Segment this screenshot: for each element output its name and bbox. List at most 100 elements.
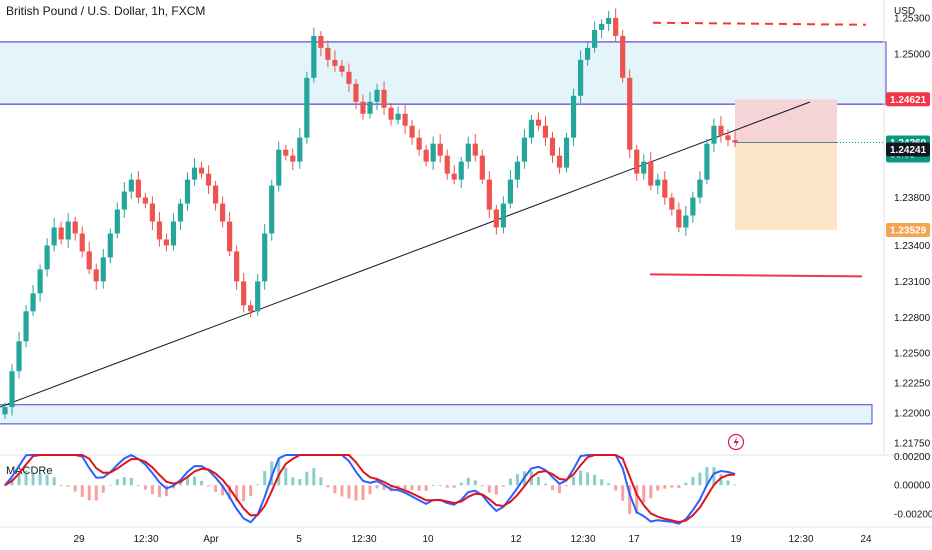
candle-body	[648, 161, 654, 186]
candle-body	[500, 203, 506, 228]
candlestick-series	[2, 8, 738, 420]
histogram-bar	[621, 485, 625, 501]
candle-body	[58, 227, 64, 240]
candle-body	[212, 185, 219, 204]
candle-body	[620, 35, 626, 78]
candle-body	[255, 281, 261, 312]
candle-body	[655, 179, 661, 186]
candle-body	[613, 17, 619, 36]
histogram-bar	[94, 485, 98, 501]
candle-body	[353, 83, 359, 102]
histogram-bar	[347, 485, 351, 499]
candle-body	[704, 143, 710, 180]
stop-price-label: 1.24621	[890, 95, 927, 106]
histogram-bar	[543, 483, 547, 486]
indicator-axis-ticks: 0.00200 0.00000 -0.00200	[894, 452, 932, 521]
candle-body	[149, 203, 156, 222]
time-tick-label: 12:30	[351, 534, 376, 545]
histogram-bar	[368, 485, 372, 495]
candle-body	[9, 371, 15, 408]
histogram-bar	[410, 485, 414, 491]
histogram-bar	[52, 477, 56, 486]
candle-body	[177, 203, 184, 222]
histogram-bar	[600, 479, 604, 486]
histogram-bar	[143, 485, 147, 490]
candle-body	[528, 119, 535, 138]
histogram-bar	[649, 485, 653, 499]
candle-body	[37, 269, 43, 294]
histogram-bar	[73, 485, 77, 492]
candle-body	[304, 77, 310, 138]
candle-body	[584, 47, 591, 60]
candle-body	[93, 269, 99, 282]
histogram-bar	[31, 471, 35, 486]
candle-body	[444, 155, 450, 174]
time-axis[interactable]: 29 12:30 Apr 5 12:30 10 12 12:30 17 19 12:30 24	[73, 534, 872, 545]
histogram-bar	[319, 477, 323, 486]
histogram-bar	[635, 485, 639, 514]
lightning-icon[interactable]	[727, 433, 745, 451]
histogram-bar	[551, 485, 554, 491]
time-tick-label: 12:30	[133, 534, 158, 545]
candle-body	[72, 221, 78, 234]
time-tick-label: Apr	[203, 534, 219, 545]
candle-body	[388, 107, 394, 120]
histogram-bar	[677, 485, 681, 488]
histogram-bar	[270, 461, 274, 486]
candle-body	[676, 209, 682, 228]
candle-body	[248, 305, 254, 312]
candle-body	[339, 65, 345, 72]
candle-body	[269, 185, 275, 234]
histogram-bar	[333, 485, 337, 494]
histogram-bar	[45, 474, 49, 486]
time-tick-label: 24	[860, 534, 872, 545]
candle-body	[381, 89, 387, 108]
time-tick-label: 29	[73, 534, 85, 545]
price-tick-label: 1.22500	[894, 349, 931, 360]
price-axis[interactable]: USD 1.253001.250001.238001.234001.231001…	[883, 0, 931, 455]
price-pane[interactable]: British Pound / U.S. Dollar, 1h, FXCM	[0, 4, 887, 451]
candle-body	[318, 35, 324, 48]
histogram-bar	[607, 483, 611, 486]
histogram-bar	[719, 474, 723, 486]
histogram-bar	[59, 485, 63, 487]
histogram-bar	[122, 477, 126, 486]
histogram-bar	[326, 485, 330, 488]
candle-body	[542, 125, 549, 138]
histogram-bar	[277, 459, 281, 486]
histogram-bar	[207, 485, 211, 487]
candle-body	[374, 89, 380, 102]
red-level-line	[649, 273, 863, 278]
histogram-bar	[579, 470, 583, 486]
histogram-bar	[221, 485, 225, 496]
candle-body	[262, 233, 268, 282]
histogram-bar	[691, 476, 695, 486]
histogram-bar	[733, 484, 737, 486]
histogram-bar	[663, 485, 667, 489]
histogram-bar	[312, 468, 316, 486]
histogram-bar	[424, 485, 428, 491]
histogram-bar	[115, 479, 119, 486]
target-price-label: 1.23529	[890, 226, 927, 237]
histogram-bar	[291, 477, 295, 486]
histogram-bar	[340, 485, 344, 497]
time-tick-label: 17	[628, 534, 640, 545]
candle-body	[184, 179, 191, 204]
candle-body	[135, 179, 141, 198]
price-tick-label: 1.25000	[894, 49, 931, 60]
histogram-bar	[171, 485, 175, 489]
candle-body	[30, 293, 36, 312]
histogram-bar	[24, 470, 28, 486]
histogram-bar	[558, 485, 562, 494]
histogram-bar	[684, 482, 688, 486]
candle-body	[570, 95, 577, 138]
histogram-bar	[508, 478, 512, 486]
price-tick-label: 1.22250	[894, 379, 931, 390]
time-tick-label: 19	[730, 534, 742, 545]
histogram-bar	[101, 485, 105, 493]
histogram-bar	[242, 485, 246, 502]
histogram-bar	[726, 480, 730, 486]
candle-body	[128, 179, 134, 192]
